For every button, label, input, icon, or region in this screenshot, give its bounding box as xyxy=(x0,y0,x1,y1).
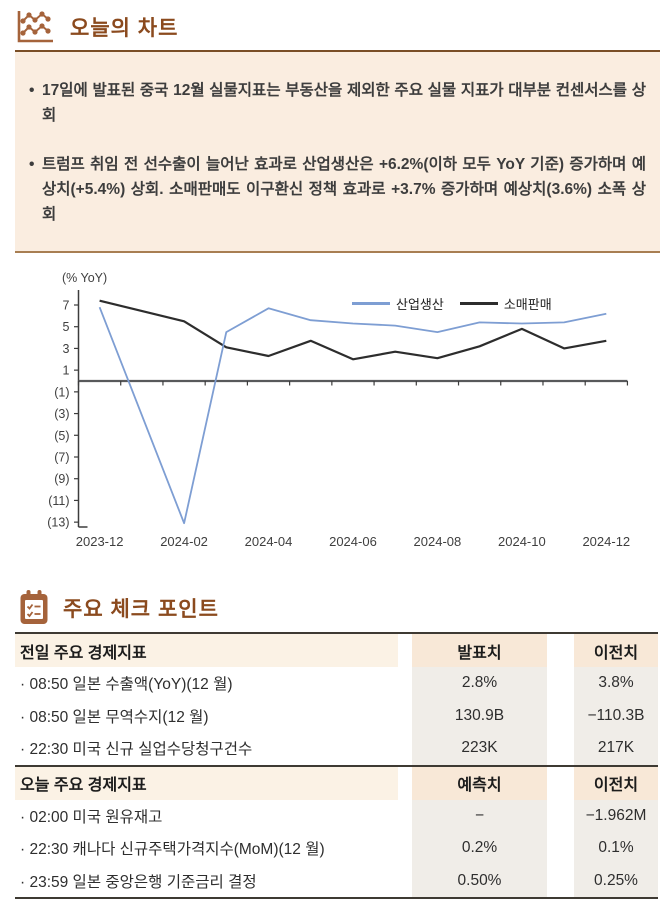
x-tick-label: 2024-12 xyxy=(582,534,630,549)
y-tick-label: (1) xyxy=(54,385,69,399)
row-prev-value: 217K xyxy=(574,732,658,765)
table-row: · 22:30 캐나다 신규주택가격지수(MoM)(12 월) 0.2% 0.1… xyxy=(15,832,658,865)
row-label: · 08:50 일본 무역수지(12 월) xyxy=(20,708,209,726)
row-label: · 08:50 일본 수출액(YoY)(12 월) xyxy=(20,676,233,694)
row-label: · 22:30 캐나다 신규주택가격지수(MoM)(12 월) xyxy=(20,841,325,859)
header-col2: 예측치 xyxy=(412,766,547,800)
row-value: 223K xyxy=(412,732,547,765)
header-col3: 이전치 xyxy=(574,766,658,800)
legend-item-industrial: 산업생산 xyxy=(352,294,444,313)
table-group-divider xyxy=(15,764,658,767)
y-tick-label: 5 xyxy=(63,320,70,334)
series-line-0 xyxy=(98,306,607,525)
table-row: · 02:00 미국 원유재고 − −1.962M xyxy=(15,799,658,832)
y-axis-unit-label: (% YoY) xyxy=(62,271,108,285)
checklist-clipboard-icon xyxy=(20,590,48,624)
line-chart-icon xyxy=(17,11,53,43)
line-chart-svg: 7 5 3 1 (1) (3) (5) (7) (9) (11) (13) 2023-12 2024-0… xyxy=(47,290,630,549)
row-prev-value: −110.3B xyxy=(574,699,658,732)
row-prev-value: 0.1% xyxy=(574,832,658,865)
chart-section-title: 오늘의 차트 xyxy=(70,17,179,40)
row-value: 2.8% xyxy=(412,667,547,700)
legend-line-sample-retail xyxy=(459,302,498,305)
summary-bullet-text: 17일에 발표된 중국 12월 실물지표는 부동산을 제외한 주요 실물 지표가… xyxy=(42,82,646,124)
x-tick-label: 2024-02 xyxy=(160,534,208,549)
row-label: · 02:00 미국 원유재고 xyxy=(20,808,163,826)
table-row: · 08:50 일본 수출액(YoY)(12 월) 2.8% 3.8% xyxy=(15,667,658,700)
y-tick-label: 1 xyxy=(63,364,70,378)
row-label: · 23:59 일본 중앙은행 기준금리 결정 xyxy=(20,873,257,891)
row-value: 0.50% xyxy=(412,864,547,897)
summary-bullet-text: 트럼프 취임 전 선수출이 늘어난 효과로 산업생산은 +6.2%(이하 모두 … xyxy=(42,156,646,223)
x-tick-label: 2023-12 xyxy=(76,534,124,549)
y-tick-label: 3 xyxy=(63,342,70,356)
row-prev-value: −1.962M xyxy=(574,799,658,832)
legend-line-sample-industrial xyxy=(352,302,390,305)
y-tick-label: (11) xyxy=(48,494,69,508)
legend-label-retail: 소매판매 xyxy=(503,297,552,312)
y-tick-label: (5) xyxy=(54,429,69,443)
table-header-yesterday: 전일 주요 경제지표 발표치 이전치 xyxy=(15,634,658,667)
row-label: · 22:30 미국 신규 실업수당청구건수 xyxy=(20,741,253,759)
bullet-dot: • xyxy=(29,82,35,99)
legend-label-industrial: 산업생산 xyxy=(396,297,444,312)
row-value: 0.2% xyxy=(412,832,547,865)
table-row: · 08:50 일본 무역수지(12 월) 130.9B −110.3B xyxy=(15,699,658,732)
y-tick-label: (7) xyxy=(54,450,69,464)
series-line-1 xyxy=(99,299,607,361)
x-tick-label: 2024-10 xyxy=(498,534,546,549)
bullet-dot: • xyxy=(29,156,35,173)
x-tick-label: 2024-04 xyxy=(245,534,293,549)
row-prev-value: 0.25% xyxy=(574,864,658,897)
header-col3: 이전치 xyxy=(574,634,658,667)
table-row: · 23:59 일본 중앙은행 기준금리 결정 0.50% 0.25% xyxy=(15,864,658,897)
table-header-today: 오늘 주요 경제지표 예측치 이전치 xyxy=(15,766,658,800)
header-label: 오늘 주요 경제지표 xyxy=(15,766,398,800)
summary-bullet: • 트럼프 취임 전 선수출이 늘어난 효과로 산업생산은 +6.2%(이하 모… xyxy=(29,152,646,227)
header-col2: 발표치 xyxy=(412,634,547,667)
x-tick-label: 2024-08 xyxy=(414,534,462,549)
row-prev-value: 3.8% xyxy=(574,667,658,700)
checkpoint-section-header: 주요 체크 포인트 xyxy=(19,590,219,626)
legend-item-retail: 소매판매 xyxy=(459,294,552,313)
y-tick-label: 7 xyxy=(63,299,70,313)
checkpoint-section-title: 주요 체크 포인트 xyxy=(63,598,219,621)
header-label: 전일 주요 경제지표 xyxy=(15,634,398,667)
chart-area: 7 5 3 1 (1) (3) (5) (7) (9) (11) (13) 2023-12 2024-0… xyxy=(0,258,664,558)
chart-legend: 산업생산 소매판매 xyxy=(352,294,552,313)
econ-table: 전일 주요 경제지표 발표치 이전치 · 08:50 일본 수출액(YoY)(1… xyxy=(15,632,658,899)
summary-box: • 17일에 발표된 중국 12월 실물지표는 부동산을 제외한 주요 실물 지… xyxy=(15,50,660,253)
table-row: · 22:30 미국 신규 실업수당청구건수 223K 217K xyxy=(15,732,658,765)
y-tick-label: (13) xyxy=(47,516,69,530)
row-value: 130.9B xyxy=(412,699,547,732)
y-tick-label: (3) xyxy=(54,407,69,421)
chart-section-header: 오늘의 차트 xyxy=(14,8,178,46)
x-tick-label: 2024-06 xyxy=(329,534,377,549)
summary-bullet: • 17일에 발표된 중국 12월 실물지표는 부동산을 제외한 주요 실물 지… xyxy=(29,78,646,128)
y-tick-label: (9) xyxy=(54,472,69,486)
row-value: − xyxy=(412,799,547,832)
